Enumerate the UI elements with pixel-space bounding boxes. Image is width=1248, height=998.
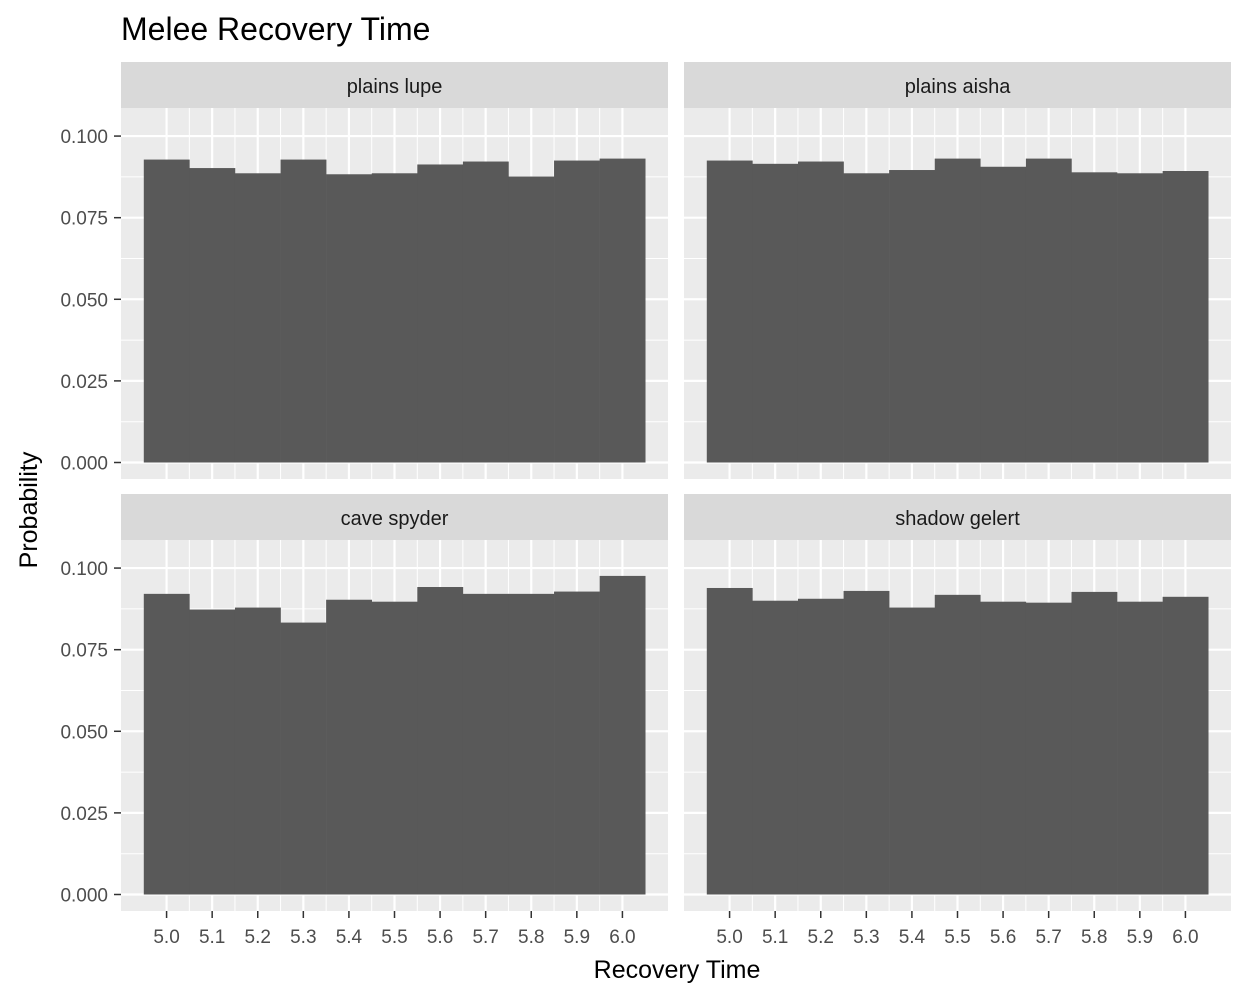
x-tick-label: 5.9 xyxy=(564,927,590,948)
y-tick-label: 0.050 xyxy=(60,290,108,311)
x-axis-title: Recovery Time xyxy=(594,956,761,984)
histogram-bar xyxy=(1162,171,1209,463)
facet-label: plains aisha xyxy=(905,76,1012,98)
histogram-bar xyxy=(843,173,890,463)
histogram-bar xyxy=(508,593,555,895)
facet-strip xyxy=(684,62,1231,108)
histogram-bar xyxy=(706,587,753,895)
x-tick-label: 5.4 xyxy=(336,927,363,948)
histogram-bar xyxy=(1071,591,1118,895)
facet-label: shadow gelert xyxy=(895,508,1020,530)
histogram-bar xyxy=(797,161,844,463)
facet-panel: plains aisha xyxy=(684,62,1231,479)
y-tick-label: 0.000 xyxy=(60,886,108,907)
x-tick-label: 5.3 xyxy=(853,927,879,948)
x-tick-label: 5.2 xyxy=(245,927,271,948)
y-tick-label: 0.000 xyxy=(60,454,108,475)
histogram-bar xyxy=(554,160,600,463)
histogram-bar xyxy=(980,166,1027,463)
histogram-bar xyxy=(371,173,418,463)
x-tick-label: 5.5 xyxy=(944,927,970,948)
histogram-bar xyxy=(1117,601,1163,895)
histogram-bar xyxy=(462,161,509,463)
histogram-bar xyxy=(843,590,890,895)
x-tick-label: 5.3 xyxy=(290,927,316,948)
histogram-bar xyxy=(706,160,753,463)
histogram-bar xyxy=(462,593,509,895)
facet-label: cave spyder xyxy=(341,508,449,530)
histogram-bar xyxy=(1025,158,1072,463)
facet-panel: shadow gelert 5.0 5.1 5.2 5.3 5.4 5.5 5.6 5.7 5.8… xyxy=(684,494,1231,948)
histogram-bar xyxy=(1162,596,1209,895)
histogram-bar xyxy=(1071,172,1118,463)
histogram-bar xyxy=(1025,602,1072,895)
histogram-bar xyxy=(189,168,236,463)
histogram-bar xyxy=(371,601,418,895)
x-tick-label: 5.8 xyxy=(518,927,544,948)
facet-strip xyxy=(121,494,668,540)
x-tick-label: 5.2 xyxy=(808,927,834,948)
y-tick-label: 0.075 xyxy=(60,641,108,662)
histogram-bar xyxy=(280,622,327,895)
histogram-bar xyxy=(752,600,799,895)
x-tick-label: 6.0 xyxy=(609,927,635,948)
histogram-bar xyxy=(326,174,373,463)
chart-title: Melee Recovery Time xyxy=(121,11,430,47)
x-tick-label: 5.7 xyxy=(472,927,498,948)
histogram-bar xyxy=(417,587,464,895)
histogram-bar xyxy=(189,609,236,895)
facet-panel: cave spyder 0.000 0.025 0.050 0.075 0.100 5.0 5… xyxy=(60,494,668,948)
y-tick-label: 0.025 xyxy=(60,804,108,825)
histogram-bar xyxy=(797,598,844,895)
histogram-bar xyxy=(599,575,646,895)
x-tick-label: 5.9 xyxy=(1127,927,1153,948)
x-tick-label: 5.5 xyxy=(381,927,407,948)
histogram-bar xyxy=(280,159,327,463)
facet-label: plains lupe xyxy=(347,76,443,98)
histogram-bar xyxy=(234,607,281,895)
x-tick-label: 6.0 xyxy=(1172,927,1198,948)
x-tick-label: 5.6 xyxy=(990,927,1016,948)
histogram-bar xyxy=(889,607,936,895)
histogram-bar xyxy=(934,158,981,463)
y-axis-title: Probability xyxy=(15,451,43,568)
x-tick-label: 5.1 xyxy=(762,927,788,948)
histogram-bar xyxy=(889,170,936,463)
histogram-bar xyxy=(980,601,1027,895)
histogram-bar xyxy=(143,593,190,895)
x-tick-label: 5.6 xyxy=(427,927,453,948)
histogram-bar xyxy=(234,173,281,463)
y-tick-label: 0.100 xyxy=(60,559,108,580)
y-tick-label: 0.050 xyxy=(60,722,108,743)
histogram-bar xyxy=(417,164,464,463)
histogram-bar xyxy=(934,594,981,895)
histogram-bar xyxy=(1117,173,1163,463)
histogram-bar xyxy=(752,163,799,463)
y-tick-label: 0.025 xyxy=(60,372,108,393)
x-tick-label: 5.7 xyxy=(1035,927,1061,948)
histogram-bar xyxy=(599,158,646,463)
histogram-bar xyxy=(326,599,373,895)
x-tick-label: 5.1 xyxy=(199,927,225,948)
facet-panel: plains lupe 0.000 0.025 0.050 0.075 0.100 xyxy=(60,62,668,479)
facet-strip xyxy=(121,62,668,108)
x-tick-label: 5.4 xyxy=(899,927,926,948)
x-tick-label: 5.0 xyxy=(716,927,742,948)
facet-panels: plains lupe0.0000.0250.0500.0750.100plai… xyxy=(60,62,1231,948)
facet-strip xyxy=(684,494,1231,540)
x-tick-label: 5.0 xyxy=(153,927,179,948)
histogram-bar xyxy=(143,159,190,463)
histogram-bar xyxy=(508,176,555,463)
x-tick-label: 5.8 xyxy=(1081,927,1107,948)
y-tick-label: 0.075 xyxy=(60,209,108,230)
histogram-bar xyxy=(554,591,600,895)
y-tick-label: 0.100 xyxy=(60,127,108,148)
